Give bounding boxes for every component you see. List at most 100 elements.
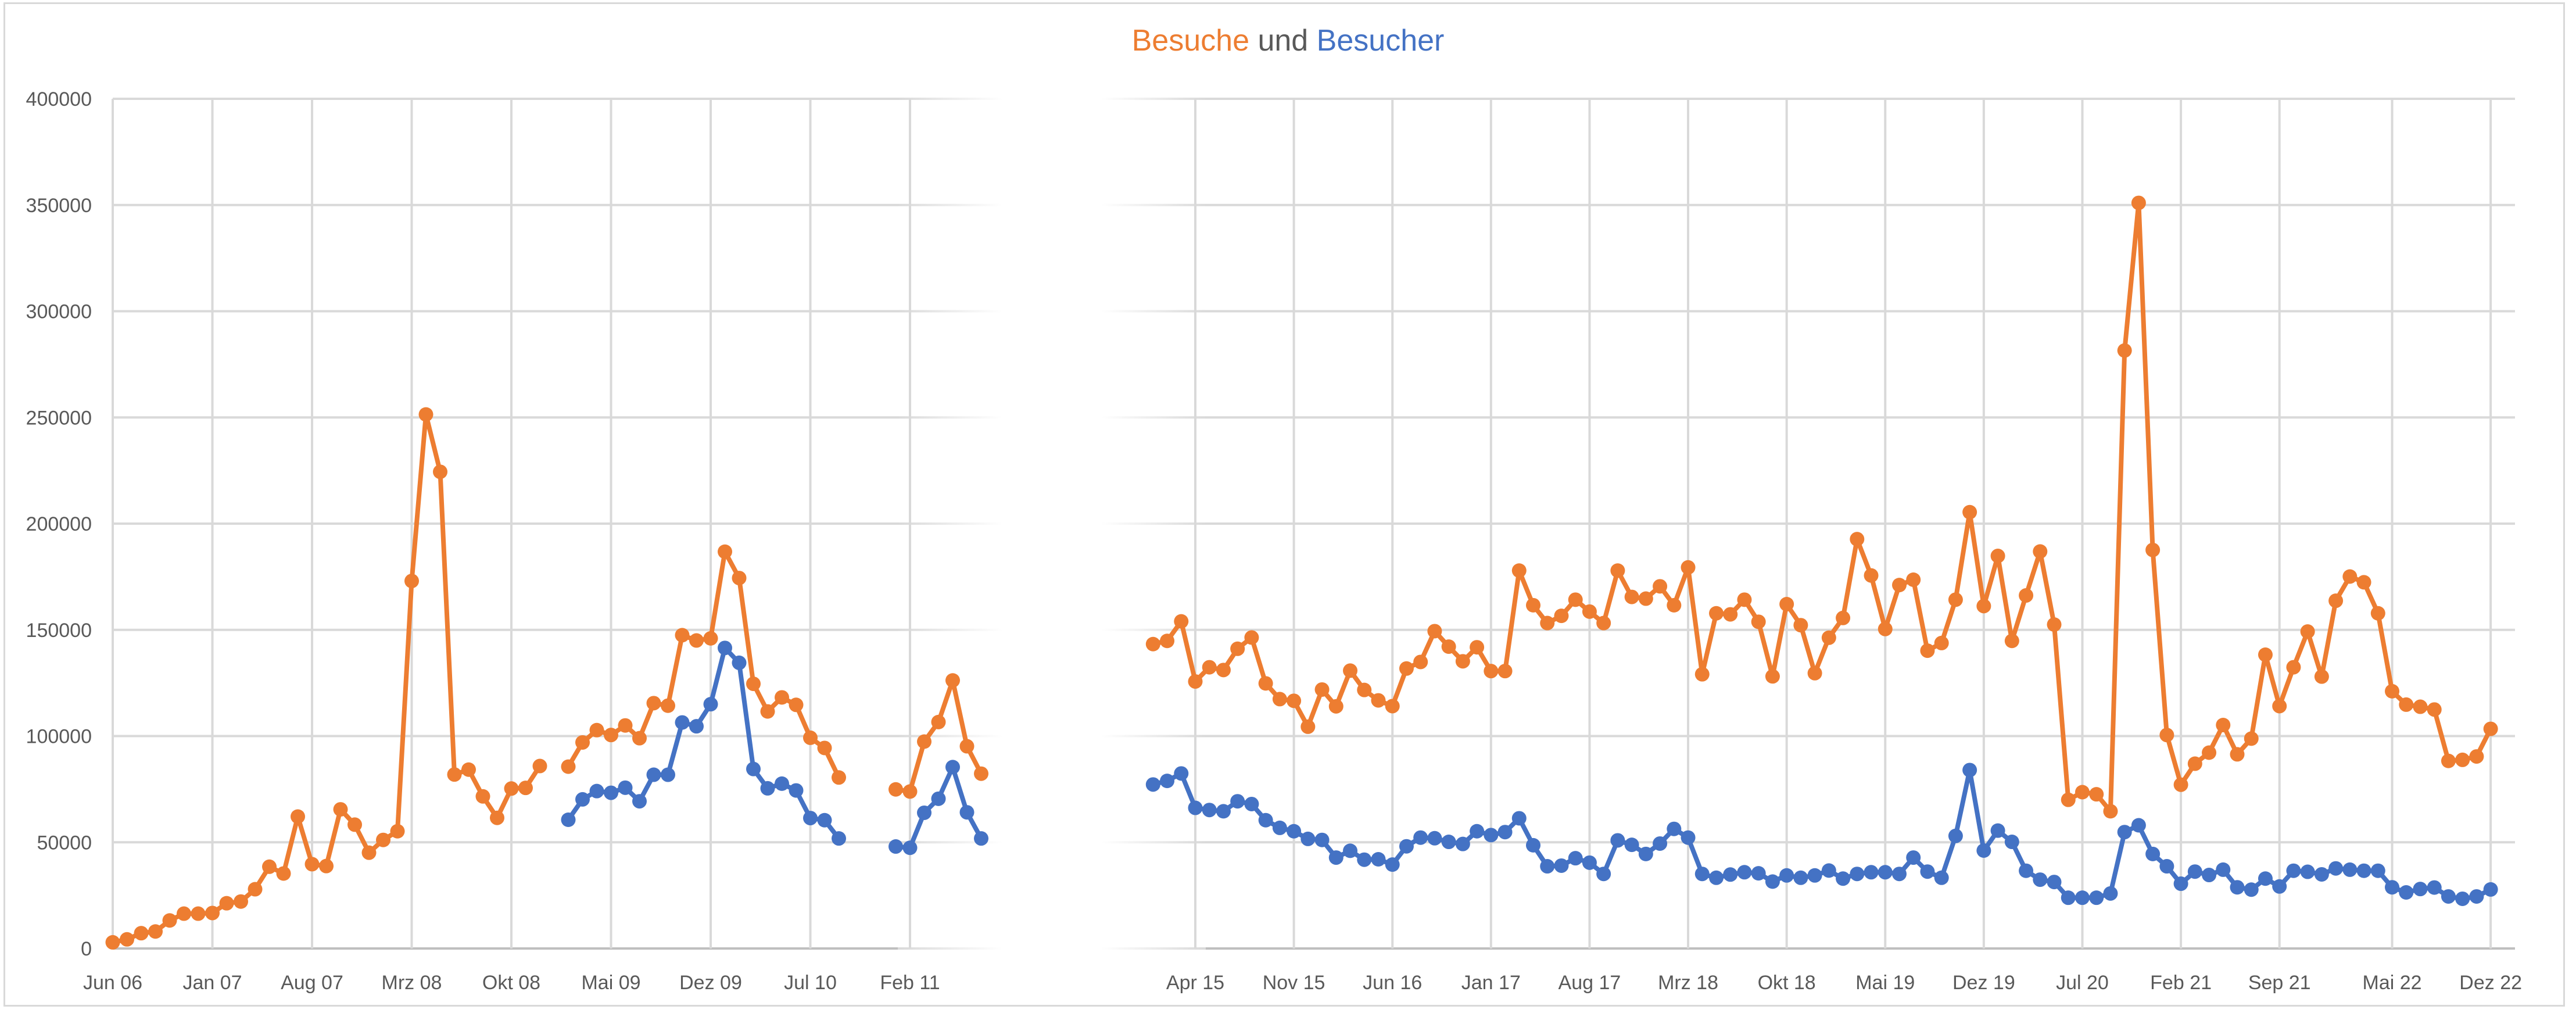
- chart-title: Besuche und Besucher: [0, 23, 2576, 58]
- data-point: [1511, 811, 1527, 826]
- data-point: [2300, 624, 2315, 639]
- data-point: [817, 740, 832, 756]
- data-point: [789, 783, 804, 798]
- data-point: [234, 894, 248, 909]
- data-point: [2427, 702, 2442, 717]
- data-point: [1497, 664, 1513, 679]
- data-point: [1793, 870, 1808, 885]
- data-point: [2342, 862, 2358, 877]
- data-point: [832, 770, 846, 785]
- data-point: [304, 857, 320, 872]
- data-point: [1906, 850, 1921, 865]
- data-point: [162, 913, 177, 928]
- data-point: [1737, 865, 1752, 880]
- data-point: [775, 776, 789, 791]
- data-point: [1258, 812, 1273, 828]
- series-besuche-seg2: [1145, 195, 2498, 819]
- data-point: [1287, 824, 1302, 839]
- data-point: [532, 758, 547, 774]
- data-point: [191, 906, 206, 921]
- gridline-fade: [1101, 522, 1206, 525]
- data-point: [2314, 867, 2329, 882]
- data-point: [2413, 699, 2428, 714]
- series-line: [1152, 201, 2493, 814]
- gridline-fade: [898, 416, 1002, 419]
- data-point: [2061, 792, 2076, 807]
- data-point: [703, 631, 718, 646]
- data-point: [2145, 542, 2161, 557]
- x-tick-label: Mai 19: [1855, 972, 1915, 994]
- data-point: [917, 805, 931, 820]
- title-und: und: [1257, 24, 1309, 58]
- data-point: [1638, 591, 1653, 606]
- data-point: [518, 781, 533, 796]
- data-point: [2258, 647, 2273, 663]
- data-point: [2145, 846, 2161, 861]
- data-point: [661, 767, 675, 782]
- data-point: [575, 735, 590, 750]
- data-point: [746, 676, 761, 692]
- data-point: [760, 781, 775, 796]
- data-point: [2202, 745, 2217, 760]
- data-point: [931, 714, 946, 729]
- series-line: [566, 549, 841, 779]
- data-point: [1202, 660, 1217, 675]
- data-point: [2385, 880, 2400, 895]
- data-point: [959, 805, 974, 820]
- data-point: [1920, 864, 1935, 879]
- data-point: [1455, 654, 1470, 669]
- data-point: [2427, 880, 2442, 895]
- data-point: [1399, 839, 1414, 854]
- data-point: [390, 824, 405, 839]
- data-point: [347, 817, 362, 832]
- y-tick-label: 300000: [26, 301, 92, 323]
- data-point: [2033, 872, 2048, 887]
- data-point: [1244, 630, 1259, 645]
- data-point: [1188, 674, 1203, 689]
- y-tick-label: 50000: [37, 832, 92, 854]
- data-point: [1878, 621, 1893, 636]
- data-point: [1160, 774, 1175, 789]
- data-point: [746, 761, 761, 776]
- series-line: [1152, 768, 2492, 901]
- data-point: [2272, 699, 2287, 714]
- data-point: [2004, 633, 2019, 649]
- data-point: [2244, 731, 2259, 746]
- data-point: [1511, 563, 1527, 578]
- data-point: [1653, 836, 1668, 851]
- x-tick-label: Aug 17: [1559, 972, 1621, 994]
- data-point: [1962, 504, 1977, 520]
- data-point: [1667, 821, 1682, 836]
- data-point: [2399, 697, 2414, 712]
- data-point: [1385, 857, 1400, 872]
- data-point: [1540, 859, 1555, 874]
- data-point: [931, 791, 946, 806]
- data-point: [2173, 777, 2188, 792]
- x-tick-label: Mai 22: [2363, 972, 2422, 994]
- data-point: [959, 739, 974, 754]
- data-point: [2004, 835, 2019, 850]
- gridline-fade: [1101, 735, 1206, 738]
- x-tick-label: Mai 09: [581, 972, 640, 994]
- data-point: [945, 760, 960, 775]
- data-point: [1174, 614, 1189, 629]
- data-point: [333, 802, 348, 817]
- data-point: [561, 759, 576, 774]
- y-tick-label: 350000: [26, 195, 92, 217]
- data-point: [646, 696, 661, 711]
- data-point: [2455, 891, 2470, 906]
- data-point: [817, 812, 832, 828]
- data-point: [2342, 569, 2358, 584]
- data-point: [2328, 593, 2344, 608]
- data-point: [2441, 889, 2456, 904]
- data-point: [803, 811, 818, 826]
- data-point: [1723, 867, 1738, 882]
- data-point: [1455, 836, 1470, 851]
- data-point: [1723, 607, 1738, 622]
- data-point: [1990, 549, 2005, 564]
- data-point: [1765, 874, 1780, 889]
- data-point: [2159, 859, 2174, 874]
- data-point: [205, 905, 220, 921]
- data-point: [902, 784, 918, 799]
